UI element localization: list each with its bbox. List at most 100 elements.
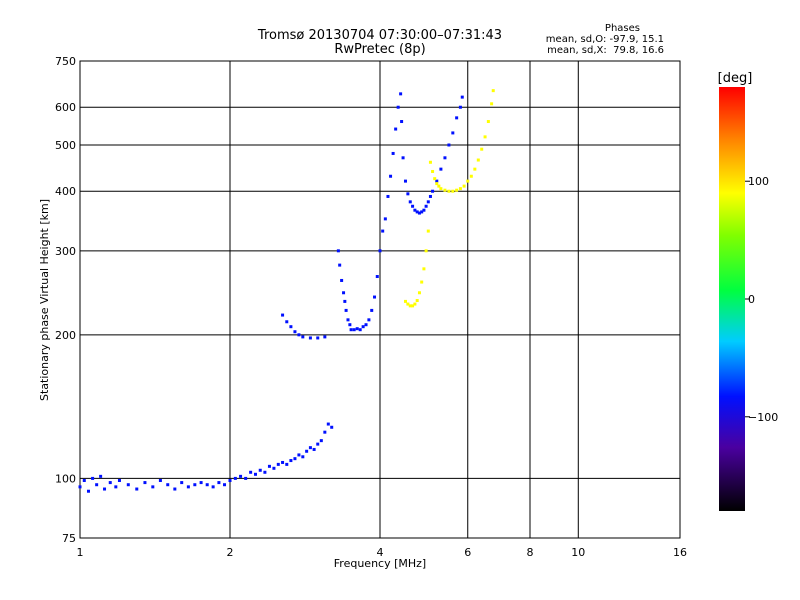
data-point bbox=[367, 318, 371, 322]
x-tick-label: 6 bbox=[464, 546, 471, 559]
data-point bbox=[180, 481, 184, 485]
data-point bbox=[460, 95, 464, 99]
data-point bbox=[336, 249, 340, 253]
data-point bbox=[417, 291, 421, 295]
data-point bbox=[263, 470, 267, 474]
data-point bbox=[86, 489, 90, 493]
data-point bbox=[428, 160, 432, 164]
data-point bbox=[289, 325, 293, 329]
data-point bbox=[447, 143, 451, 147]
data-point bbox=[211, 485, 215, 489]
data-point bbox=[281, 460, 285, 464]
chart-title: Tromsø 20130704 07:30:00–07:31:43 bbox=[257, 28, 503, 43]
data-point bbox=[422, 267, 426, 271]
data-point bbox=[340, 278, 344, 282]
data-point bbox=[439, 167, 443, 171]
data-point bbox=[343, 299, 347, 303]
data-point bbox=[293, 457, 297, 461]
data-point bbox=[443, 188, 447, 192]
data-point bbox=[431, 169, 435, 173]
data-point bbox=[403, 299, 407, 303]
data-point bbox=[78, 485, 82, 489]
data-point bbox=[394, 127, 398, 131]
x-tick-label: 16 bbox=[673, 546, 687, 559]
data-point bbox=[158, 478, 162, 482]
data-point bbox=[490, 102, 494, 106]
data-point bbox=[455, 116, 459, 120]
data-point bbox=[289, 459, 293, 463]
data-point bbox=[417, 211, 421, 215]
data-point bbox=[455, 188, 459, 192]
data-point bbox=[358, 328, 362, 332]
data-point bbox=[406, 302, 410, 306]
data-point bbox=[396, 105, 400, 109]
data-point bbox=[462, 184, 466, 188]
data-point bbox=[435, 179, 439, 183]
data-point bbox=[406, 192, 410, 196]
data-point bbox=[375, 275, 379, 279]
data-point bbox=[312, 447, 316, 451]
data-point bbox=[433, 177, 437, 181]
data-point bbox=[401, 156, 405, 160]
data-point bbox=[186, 485, 190, 489]
data-point bbox=[323, 430, 327, 434]
data-point bbox=[249, 470, 253, 474]
data-point bbox=[297, 453, 301, 457]
data-point bbox=[117, 478, 121, 482]
data-point bbox=[349, 328, 353, 332]
data-point bbox=[399, 92, 403, 96]
colorbar-label: [deg] bbox=[718, 71, 753, 86]
data-point bbox=[281, 313, 285, 317]
data-point bbox=[370, 308, 374, 312]
data-point bbox=[473, 167, 477, 171]
y-tick-label: 300 bbox=[55, 245, 76, 258]
data-point bbox=[420, 210, 424, 214]
data-point bbox=[217, 481, 221, 485]
chart-subtitle: RwPretec (8p) bbox=[334, 42, 426, 57]
data-point bbox=[361, 325, 365, 329]
colorbar-tick-label: −100 bbox=[748, 411, 778, 424]
data-point bbox=[239, 474, 243, 478]
phase-header: Phases bbox=[604, 23, 640, 34]
data-point bbox=[443, 156, 447, 160]
phase-stats-x: mean, sd,X: 79.8, 16.6 bbox=[547, 45, 664, 56]
data-point bbox=[244, 476, 248, 480]
data-point bbox=[308, 446, 312, 450]
data-point bbox=[108, 481, 112, 485]
data-point bbox=[355, 327, 359, 331]
data-point bbox=[424, 249, 428, 253]
data-point bbox=[319, 439, 323, 443]
data-point bbox=[173, 487, 177, 491]
data-point bbox=[193, 483, 197, 487]
data-point bbox=[205, 483, 209, 487]
data-point bbox=[469, 174, 473, 178]
data-point bbox=[458, 187, 462, 191]
data-point bbox=[403, 179, 407, 183]
data-point bbox=[285, 462, 289, 466]
data-point bbox=[373, 295, 377, 299]
data-point bbox=[420, 280, 424, 284]
data-point bbox=[338, 263, 342, 267]
data-point bbox=[272, 466, 276, 470]
y-tick-label: 600 bbox=[55, 101, 76, 114]
data-point bbox=[82, 478, 86, 482]
data-point bbox=[458, 105, 462, 109]
data-point bbox=[476, 158, 480, 162]
data-point bbox=[342, 291, 346, 295]
data-point bbox=[426, 229, 430, 233]
data-point bbox=[308, 336, 312, 340]
data-point bbox=[258, 468, 262, 472]
data-point bbox=[411, 304, 415, 308]
x-tick-label: 10 bbox=[571, 546, 585, 559]
data-point bbox=[486, 120, 490, 124]
data-point bbox=[276, 462, 280, 466]
data-point bbox=[95, 483, 99, 487]
x-tick-label: 2 bbox=[227, 546, 234, 559]
data-point bbox=[297, 333, 301, 337]
colorbar-tick-label: 100 bbox=[748, 175, 769, 188]
x-tick-label: 4 bbox=[377, 546, 384, 559]
data-point bbox=[316, 442, 320, 446]
y-tick-label: 400 bbox=[55, 185, 76, 198]
data-point bbox=[228, 478, 232, 482]
